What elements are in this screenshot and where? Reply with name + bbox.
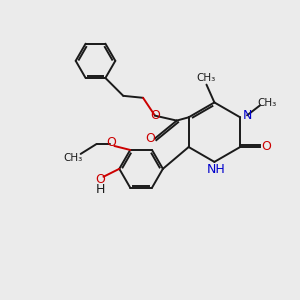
Text: H: H <box>96 183 105 196</box>
Text: O: O <box>95 173 105 186</box>
Text: CH₃: CH₃ <box>257 98 277 108</box>
Text: O: O <box>106 136 116 148</box>
Text: O: O <box>145 132 155 145</box>
Text: CH₃: CH₃ <box>63 153 83 163</box>
Text: NH: NH <box>207 163 226 176</box>
Text: O: O <box>150 109 160 122</box>
Text: O: O <box>261 140 271 152</box>
Text: N: N <box>242 109 252 122</box>
Text: CH₃: CH₃ <box>197 73 216 83</box>
